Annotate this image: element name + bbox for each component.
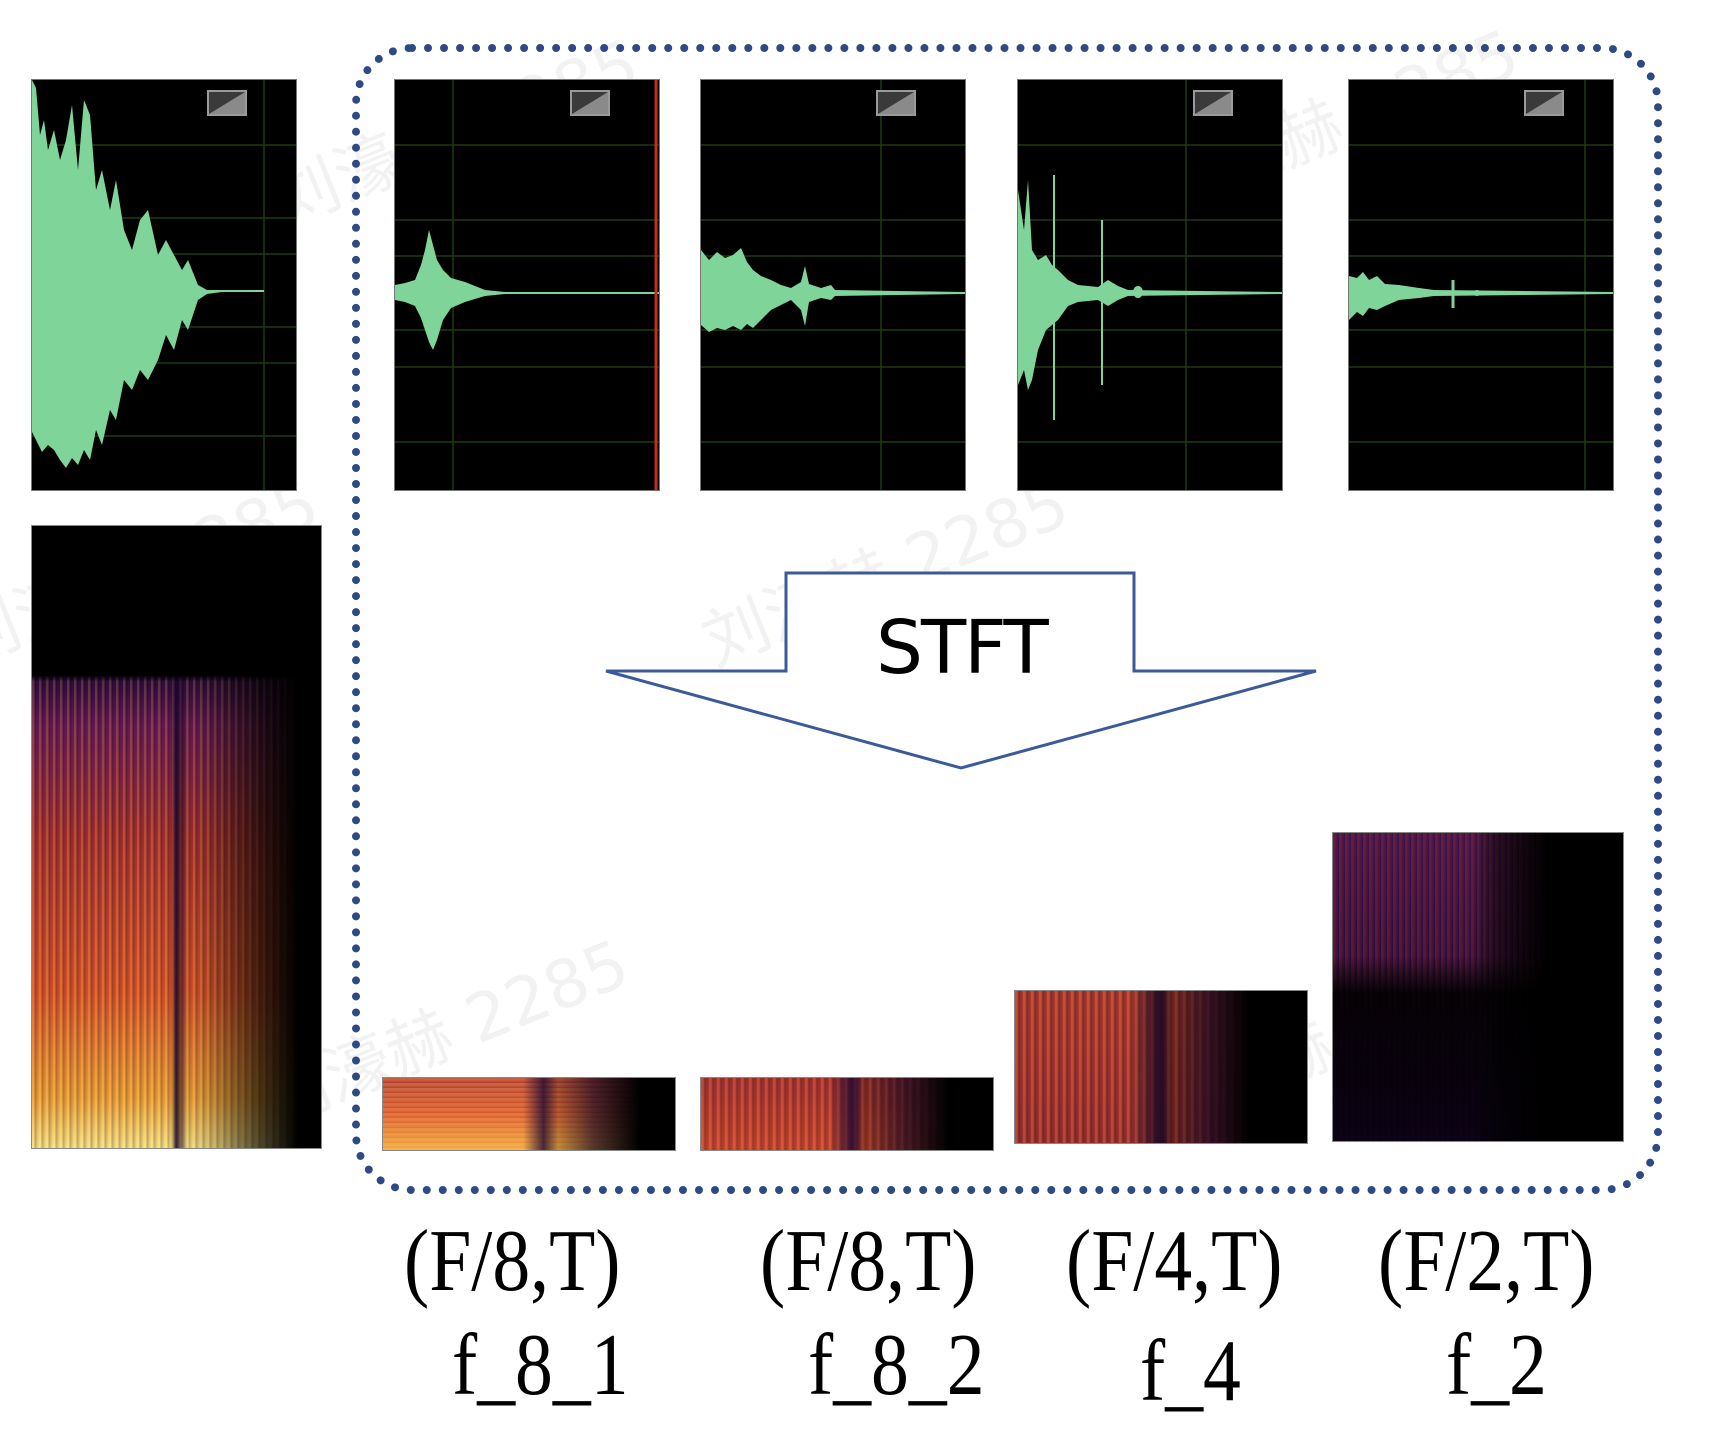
waveform-plot xyxy=(395,80,659,490)
stft-arrow xyxy=(605,571,1317,770)
waveform-toggle-icon xyxy=(207,90,247,116)
spectrogram-f_8_1 xyxy=(382,1077,676,1151)
waveform-toggle-icon xyxy=(570,90,610,116)
band-waveform-f_4 xyxy=(1017,79,1283,491)
waveform-plot xyxy=(1018,80,1282,490)
waveform-toggle-icon xyxy=(876,90,916,116)
spectrogram-f_4 xyxy=(1014,990,1308,1144)
waveform-plot xyxy=(701,80,965,490)
subband-group-border xyxy=(352,44,1662,1194)
waveform-toggle-icon xyxy=(1193,90,1233,116)
band-waveform-f_2 xyxy=(1348,79,1614,491)
waveform-toggle-icon xyxy=(1524,90,1564,116)
band-name-f_8_1: f_8_1 xyxy=(452,1317,629,1414)
input-spectrogram xyxy=(31,525,322,1149)
shape-label-f_2: (F/2,T) xyxy=(1378,1213,1595,1310)
band-name-f_8_2: f_8_2 xyxy=(808,1317,985,1414)
spectrogram-f_2 xyxy=(1332,832,1624,1142)
band-name-f_4: f_4 xyxy=(1140,1323,1241,1420)
input-waveform-panel xyxy=(31,79,297,491)
shape-label-f_8_2: (F/8,T) xyxy=(760,1213,977,1310)
shape-label-f_4: (F/4,T) xyxy=(1066,1213,1283,1310)
band-waveform-f_8_1 xyxy=(394,79,660,491)
stft-label: STFT xyxy=(876,605,1049,691)
shape-label-f_8_1: (F/8,T) xyxy=(404,1213,621,1310)
waveform-plot xyxy=(1349,80,1613,490)
spectrogram-f_8_2 xyxy=(700,1077,994,1151)
waveform-plot xyxy=(32,80,296,490)
band-name-f_2: f_2 xyxy=(1446,1317,1547,1414)
band-waveform-f_8_2 xyxy=(700,79,966,491)
